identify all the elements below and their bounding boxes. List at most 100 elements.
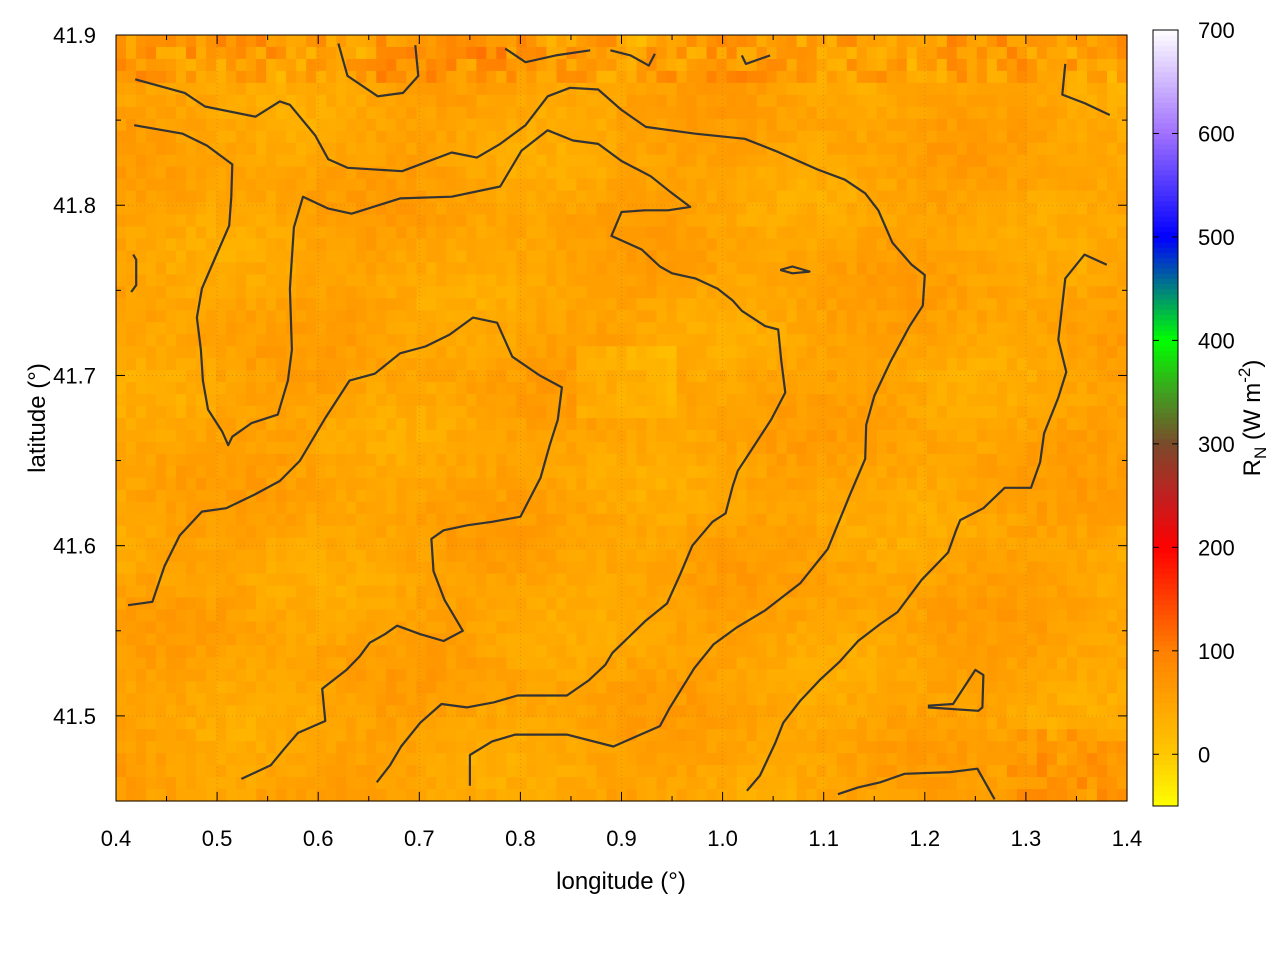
heatmap-cell: [576, 226, 588, 240]
heatmap-cell: [1016, 35, 1028, 48]
heatmap-cell: [516, 58, 528, 72]
heatmap-cell: [606, 178, 618, 192]
heatmap-cell: [236, 453, 247, 467]
heatmap-cell: [486, 382, 497, 395]
heatmap-cell: [856, 609, 868, 623]
heatmap-cell: [986, 166, 998, 180]
heatmap-cell: [906, 334, 918, 347]
heatmap-cell: [906, 58, 918, 72]
heatmap-cell: [266, 250, 277, 264]
heatmap-cell: [246, 501, 257, 515]
heatmap-cell: [746, 334, 758, 347]
heatmap-cell: [1096, 130, 1108, 144]
heatmap-cell: [336, 214, 347, 228]
heatmap-cell: [116, 370, 127, 383]
heatmap-cell: [296, 130, 307, 144]
heatmap-cell: [766, 453, 778, 467]
heatmap-cell: [136, 621, 147, 635]
heatmap-cell: [1096, 35, 1108, 48]
heatmap-cell: [606, 70, 618, 84]
heatmap-cell: [616, 94, 628, 108]
heatmap-cell: [496, 262, 507, 275]
heatmap-cell: [226, 597, 237, 611]
heatmap-cell: [246, 441, 257, 455]
heatmap-cell: [146, 298, 157, 311]
heatmap-cell: [1086, 94, 1098, 108]
heatmap-cell: [806, 441, 818, 455]
heatmap-cell: [1016, 382, 1028, 395]
heatmap-cell: [646, 477, 658, 491]
heatmap-cell: [1066, 178, 1078, 192]
heatmap-cell: [716, 561, 728, 575]
heatmap-cell: [456, 549, 467, 563]
heatmap-cell: [166, 561, 177, 575]
heatmap-cell: [496, 334, 507, 347]
heatmap-cell: [936, 298, 948, 311]
heatmap-cell: [1036, 418, 1048, 431]
heatmap-cell: [396, 501, 407, 515]
heatmap-cell: [516, 35, 528, 48]
heatmap-cell: [306, 82, 317, 96]
heatmap-cell: [856, 597, 868, 611]
heatmap-cell: [1056, 585, 1068, 599]
heatmap-cell: [696, 501, 708, 515]
heatmap-cell: [466, 130, 477, 144]
heatmap-cell: [306, 35, 317, 48]
heatmap-cell: [426, 214, 437, 228]
heatmap-cell: [296, 166, 307, 180]
heatmap-cell: [1056, 70, 1068, 84]
heatmap-cell: [126, 346, 137, 359]
heatmap-cell: [336, 142, 347, 156]
heatmap-cell: [1036, 465, 1048, 479]
heatmap-cell: [586, 334, 598, 347]
heatmap-cell: [1106, 370, 1118, 383]
heatmap-cell: [436, 465, 447, 479]
heatmap-cell: [976, 382, 988, 395]
heatmap-cell: [426, 166, 437, 180]
heatmap-cell: [576, 202, 588, 216]
heatmap-cell: [1076, 525, 1088, 539]
heatmap-cell: [236, 370, 247, 383]
heatmap-cell: [496, 238, 507, 252]
heatmap-cell: [516, 262, 528, 275]
heatmap-cell: [776, 250, 788, 264]
heatmap-cell: [676, 489, 688, 503]
heatmap-cell: [466, 597, 477, 611]
heatmap-cell: [256, 334, 267, 347]
heatmap-cell: [456, 585, 467, 599]
heatmap-cell: [656, 310, 668, 323]
heatmap-cell: [706, 58, 718, 72]
heatmap-cell: [216, 549, 227, 563]
heatmap-cell: [876, 573, 888, 587]
heatmap-cell: [756, 106, 768, 120]
heatmap-cell: [1116, 549, 1128, 563]
heatmap-cell: [456, 334, 467, 347]
heatmap-cell: [1046, 501, 1058, 515]
heatmap-cell: [636, 609, 648, 623]
heatmap-cell: [1076, 334, 1088, 347]
heatmap-cell: [636, 202, 648, 216]
heatmap-cell: [886, 154, 898, 168]
heatmap-cell: [1006, 429, 1018, 443]
heatmap-cell: [1026, 58, 1038, 72]
heatmap-cell: [546, 609, 558, 623]
heatmap-cell: [896, 525, 908, 539]
heatmap-cell: [646, 166, 658, 180]
heatmap-cell: [666, 370, 678, 383]
heatmap-cell: [546, 154, 558, 168]
heatmap-cell: [386, 597, 397, 611]
heatmap-cell: [426, 46, 437, 60]
heatmap-cell: [176, 597, 187, 611]
heatmap-cell: [196, 106, 207, 120]
heatmap-cell: [1026, 250, 1038, 264]
heatmap-cell: [296, 513, 307, 527]
heatmap-cell: [696, 477, 708, 491]
heatmap-cell: [706, 585, 718, 599]
heatmap-cell: [936, 94, 948, 108]
heatmap-cell: [156, 58, 167, 72]
heatmap-cell: [686, 142, 698, 156]
heatmap-cell: [516, 477, 528, 491]
heatmap-cell: [256, 418, 267, 431]
heatmap-cell: [1006, 106, 1018, 120]
heatmap-cell: [146, 406, 157, 419]
